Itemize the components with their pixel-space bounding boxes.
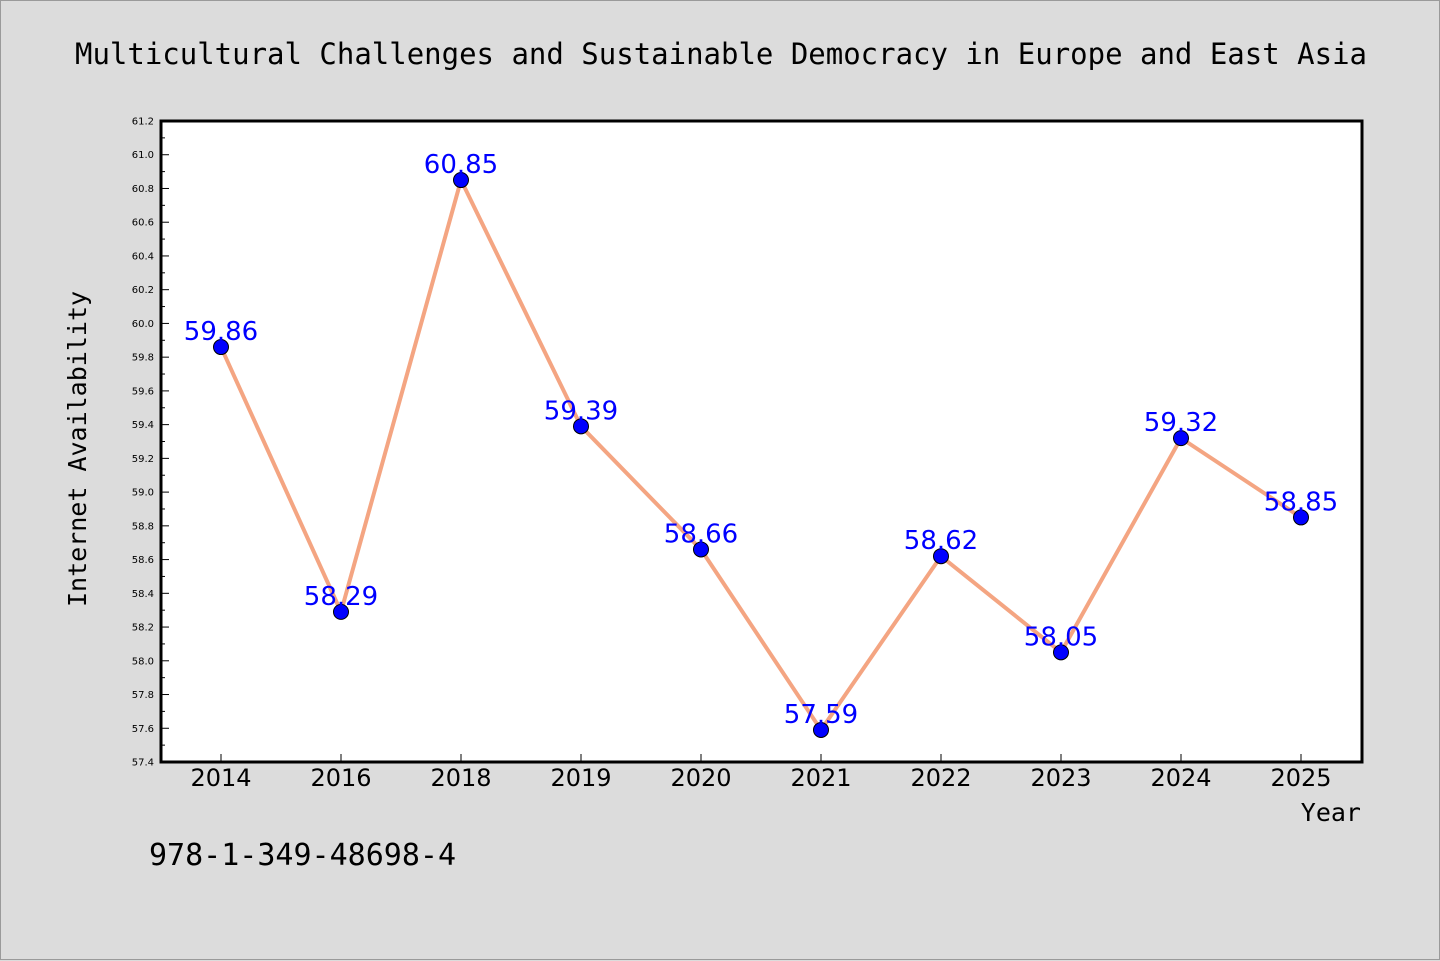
plot-area xyxy=(159,119,1364,764)
data-point xyxy=(693,541,709,558)
x-tick-label: 2014 xyxy=(190,764,251,792)
y-tick-label: 59.8 xyxy=(132,353,154,364)
y-tick-label: 61.0 xyxy=(132,150,154,161)
y-tick-label: 58.4 xyxy=(132,589,154,600)
x-tick-label: 2019 xyxy=(550,764,611,792)
y-tick-label: 60.0 xyxy=(132,319,154,330)
y-tick-label: 57.8 xyxy=(132,690,154,701)
data-point xyxy=(933,548,949,565)
y-tick-label: 57.4 xyxy=(132,758,154,769)
y-tick-label: 59.0 xyxy=(132,488,154,499)
y-tick-label: 60.8 xyxy=(132,184,154,195)
x-axis-label: Year xyxy=(1301,798,1361,827)
data-label: 59.86 xyxy=(184,317,258,347)
y-tick-label: 61.2 xyxy=(132,117,154,128)
x-tick-label: 2025 xyxy=(1270,764,1331,792)
footnote-isbn: 978-1-349-48698-4 xyxy=(149,838,456,873)
data-label: 58.66 xyxy=(664,519,738,549)
y-tick-label: 58.6 xyxy=(132,555,154,566)
data-label: 59.32 xyxy=(1144,408,1218,438)
x-tick-label: 2021 xyxy=(790,764,851,792)
x-tick-label: 2020 xyxy=(670,764,731,792)
data-label: 58.62 xyxy=(904,526,978,556)
data-point xyxy=(213,339,229,356)
data-label: 58.29 xyxy=(304,582,378,612)
x-axis: 2014 2016 2018 2019 2020 2021 2022 2023 2024 2025 xyxy=(190,754,1332,792)
data-point xyxy=(453,172,469,189)
y-tick-label: 60.4 xyxy=(132,251,154,262)
data-label: 59.39 xyxy=(544,396,618,426)
y-axis-label: Internet Availability xyxy=(63,291,92,607)
data-label: 58.05 xyxy=(1024,622,1098,652)
y-tick-label: 60.6 xyxy=(132,218,154,229)
data-point xyxy=(573,418,589,435)
y-tick-label: 58.0 xyxy=(132,656,154,667)
data-point xyxy=(333,603,349,620)
data-point xyxy=(1293,509,1309,526)
x-tick-label: 2018 xyxy=(430,764,491,792)
data-label: 58.85 xyxy=(1264,487,1338,517)
y-tick-label: 59.2 xyxy=(132,454,154,465)
y-tick-label: 60.2 xyxy=(132,285,154,296)
series-layer: 59.86 58.29 60.85 59.39 58.66 57.59 58.62 58.05… xyxy=(184,150,1338,738)
y-tick-label: 57.6 xyxy=(132,724,154,735)
y-tick-label: 58.8 xyxy=(132,521,154,532)
chart-title: Multicultural Challenges and Sustainable… xyxy=(75,37,1367,71)
x-tick-label: 2023 xyxy=(1030,764,1091,792)
y-tick-label: 58.2 xyxy=(132,623,154,634)
x-tick-label: 2016 xyxy=(310,764,371,792)
series-line xyxy=(219,178,1303,732)
data-label: 60.85 xyxy=(424,150,498,180)
x-tick-label: 2022 xyxy=(910,764,971,792)
x-tick-label: 2024 xyxy=(1150,764,1211,792)
data-point xyxy=(813,721,829,738)
y-tick-label: 59.6 xyxy=(132,386,154,397)
y-axis: 57.4 57.6 57.8 58.0 58.2 58.4 58.6 58.8 59.0 59.2… xyxy=(132,117,169,769)
data-label: 57.59 xyxy=(784,700,858,730)
data-point xyxy=(1053,644,1069,661)
y-tick-label: 59.4 xyxy=(132,420,154,431)
data-point xyxy=(1173,430,1189,447)
